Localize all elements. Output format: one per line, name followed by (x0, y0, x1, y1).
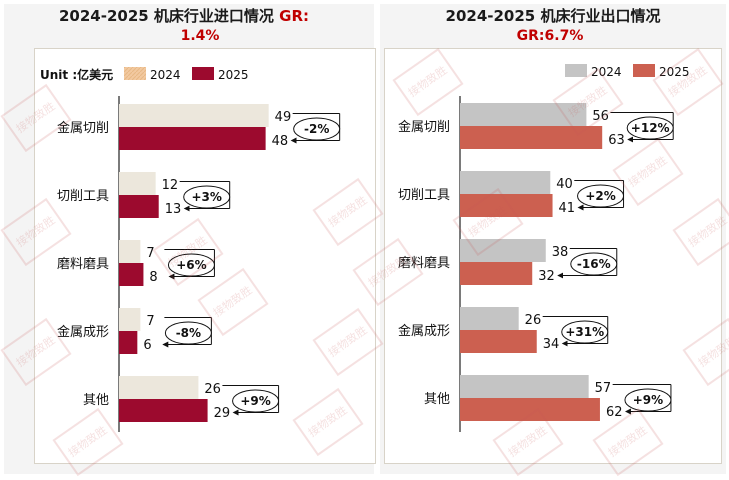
import-bar-2025 (119, 399, 208, 422)
import-bar-2024 (119, 104, 269, 127)
export-legend-swatch-2024 (565, 64, 587, 77)
import-value-label-2025: 6 (143, 338, 151, 353)
import-bar-2024 (119, 308, 141, 331)
export-category-label: 切削工具 (398, 188, 450, 203)
export-bar-2024 (460, 307, 519, 330)
import-category-label: 磨料磨具 (57, 257, 109, 272)
export-bar-2024 (460, 103, 587, 126)
export-change-label: +9% (633, 393, 663, 407)
export-bar-2024 (460, 239, 546, 262)
export-value-label-2024: 26 (525, 313, 542, 328)
import-category-label: 金属成形 (57, 324, 109, 340)
import-bar-2024 (119, 240, 141, 263)
export-bar-2025 (460, 194, 553, 217)
import-value-label-2024: 12 (162, 178, 179, 193)
export-change-label: +31% (565, 325, 604, 339)
export-legend-label-2025: 2025 (659, 65, 690, 79)
import-value-label-2025: 8 (149, 270, 157, 285)
import-bar-2025 (119, 331, 138, 354)
export-value-label-2024: 56 (592, 109, 609, 124)
export-bar-2024 (460, 171, 551, 194)
export-chart-title: 2024-2025 机床行业出口情况 (445, 7, 661, 25)
import-change-label: -2% (304, 122, 329, 136)
import-change-badge (232, 389, 280, 413)
export-gr-value: GR:6.7% (516, 28, 584, 44)
import-change-badge (167, 253, 215, 277)
export-category-label: 金属切削 (398, 119, 450, 135)
export-bar-2025 (460, 330, 537, 353)
export-category-label: 磨料磨具 (398, 256, 450, 271)
export-change-label: +12% (631, 121, 670, 135)
import-change-label: +9% (240, 394, 270, 408)
export-legend-swatch-2025 (633, 64, 655, 77)
export-change-badge (626, 116, 674, 140)
import-value-label-2024: 7 (146, 314, 154, 329)
import-value-label-2024: 26 (204, 382, 221, 397)
export-change-badge (577, 184, 625, 208)
export-bar-2025 (460, 126, 603, 149)
import-change-badge (293, 117, 341, 141)
export-value-label-2025: 62 (606, 405, 623, 420)
import-change-label: +3% (191, 190, 221, 204)
export-value-label-2024: 57 (595, 381, 612, 396)
import-bar-2024 (119, 172, 156, 195)
import-value-label-2024: 7 (146, 246, 154, 261)
export-change-badge (570, 252, 618, 276)
import-value-label-2025: 29 (214, 406, 231, 421)
import-change-label: -8% (176, 326, 201, 340)
import-change-badge (183, 185, 231, 209)
export-value-label-2025: 32 (538, 269, 555, 284)
import-value-label-2024: 49 (275, 110, 292, 125)
export-category-label: 金属成形 (398, 323, 450, 339)
import-category-label: 其他 (83, 393, 109, 408)
import-legend-swatch-2025 (192, 67, 214, 80)
export-value-label-2024: 40 (556, 177, 573, 192)
import-change-label: +6% (176, 258, 206, 272)
import-category-label: 切削工具 (57, 189, 109, 204)
import-legend-swatch-2024 (124, 67, 146, 80)
import-value-label-2025: 48 (272, 134, 289, 149)
export-value-label-2025: 63 (608, 133, 625, 148)
import-legend-label-2025: 2025 (218, 68, 249, 82)
import-bar-2025 (119, 195, 159, 218)
import-bar-2025 (119, 127, 266, 150)
import-bar-2025 (119, 263, 144, 286)
export-legend-label-2024: 2024 (591, 65, 622, 79)
import-change-badge (164, 321, 212, 345)
export-change-label: +2% (585, 189, 615, 203)
export-change-badge (624, 388, 672, 412)
export-bar-2025 (460, 398, 600, 421)
export-value-label-2025: 34 (543, 337, 560, 352)
import-chart-title: 2024-2025 机床行业进口情况 GR: (58, 7, 310, 25)
export-bar-2024 (460, 375, 589, 398)
import-legend-label-2024: 2024 (150, 68, 181, 82)
unit-label: Unit :亿美元 (40, 67, 113, 82)
export-category-label: 其他 (424, 392, 450, 407)
import-category-label: 金属切削 (57, 120, 109, 136)
import-value-label-2025: 13 (165, 202, 182, 217)
export-value-label-2025: 41 (559, 201, 576, 216)
export-change-label: -16% (577, 257, 611, 271)
export-change-badge (561, 320, 609, 344)
export-bar-2025 (460, 262, 533, 285)
export-value-label-2024: 38 (552, 245, 569, 260)
import-gr-value: 1.4% (180, 28, 220, 44)
import-bar-2024 (119, 376, 199, 399)
